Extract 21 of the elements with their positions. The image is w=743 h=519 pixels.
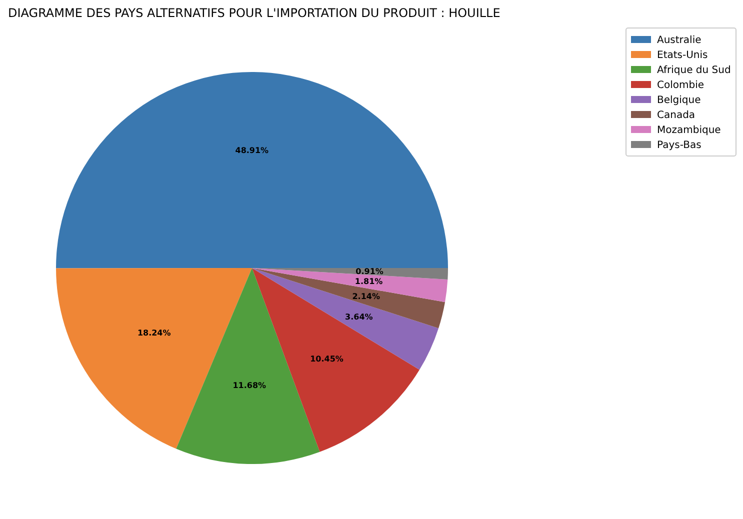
data-label: 18.24%	[137, 328, 171, 338]
legend-label: Afrique du Sud	[657, 65, 731, 76]
data-label: 0.91%	[356, 266, 384, 276]
data-label: 11.68%	[232, 381, 266, 390]
legend-label: Canada	[657, 110, 696, 121]
legend-label: Pays-Bas	[657, 140, 702, 151]
data-label: 10.45%	[310, 354, 344, 364]
legend-label: Australie	[657, 35, 702, 46]
data-label: 3.64%	[345, 312, 373, 322]
pie-slice	[252, 268, 448, 302]
pie-slice	[252, 268, 446, 328]
legend-label: Belgique	[657, 95, 701, 106]
legend-label: Etats-Unis	[657, 50, 708, 61]
legend-label: Mozambique	[657, 125, 721, 136]
pie-slice	[56, 72, 448, 268]
data-label: 48.91%	[235, 146, 269, 155]
data-label: 2.14%	[352, 292, 380, 301]
pie-slice	[252, 268, 439, 370]
legend-label: Colombie	[657, 80, 704, 91]
data-label: 1.81%	[354, 277, 383, 286]
chart-title: DIAGRAMME DES PAYS ALTERNATIFS POUR L'IMPORTATION DU PRODUIT : HOUILLE	[8, 6, 500, 20]
